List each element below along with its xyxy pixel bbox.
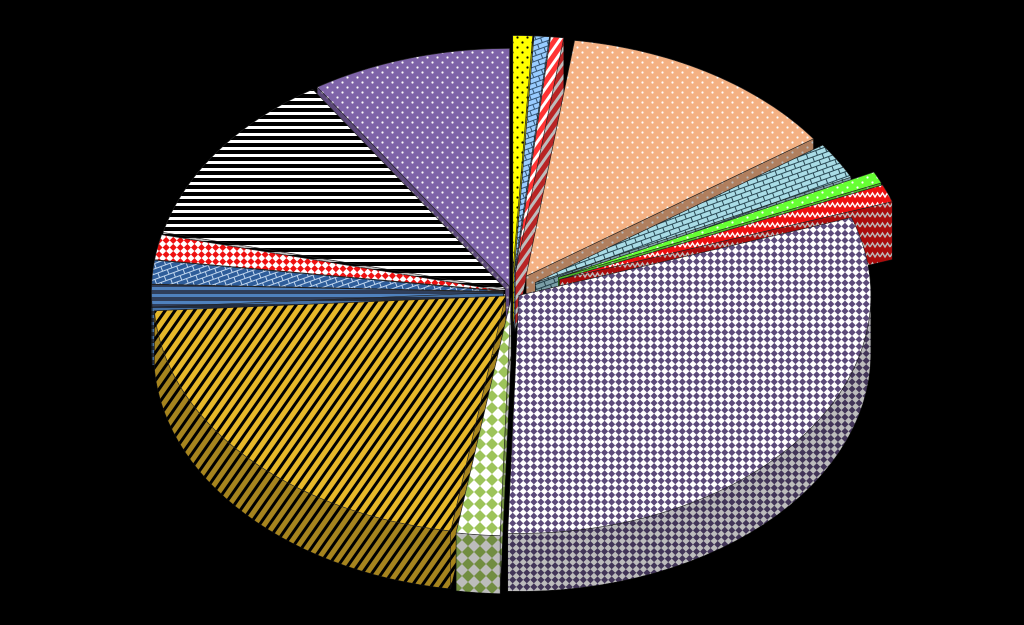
pie-slice-0 xyxy=(512,35,533,274)
pie-tops xyxy=(151,35,893,536)
pie-slice-side-8-0 xyxy=(455,532,501,594)
pie-slice-1 xyxy=(513,35,550,274)
pie-slice-3 xyxy=(525,40,815,277)
pie-slice-11 xyxy=(151,259,504,292)
pie-slice-8 xyxy=(455,297,512,536)
pie-slice-12 xyxy=(154,234,504,292)
pie-slice-5 xyxy=(558,171,882,278)
pie-slice-6 xyxy=(559,184,893,280)
pie-slice-13 xyxy=(162,88,506,290)
pie-slice-9 xyxy=(154,295,507,532)
pie-slice-14 xyxy=(316,48,510,288)
pie-slice-10 xyxy=(151,284,504,308)
pie-slice-2 xyxy=(514,36,565,274)
pie-slice-7 xyxy=(507,217,872,534)
pie-slice-4 xyxy=(535,144,852,283)
